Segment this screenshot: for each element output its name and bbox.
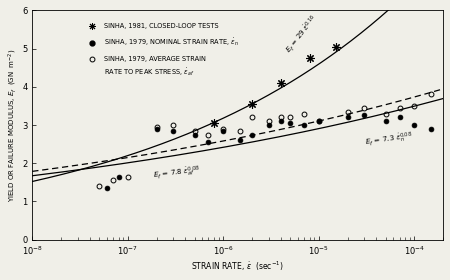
Text: $E_f$ = 7.3 $\dot{\varepsilon}_n^{0.08}$: $E_f$ = 7.3 $\dot{\varepsilon}_n^{0.08}$ bbox=[364, 130, 414, 149]
Text: SINHA, 1981, CLOSED-LOOP TESTS: SINHA, 1981, CLOSED-LOOP TESTS bbox=[104, 24, 219, 29]
Text: SINHA, 1979, AVERAGE STRAIN: SINHA, 1979, AVERAGE STRAIN bbox=[104, 55, 206, 62]
Text: SINHA, 1979, NOMINAL STRAIN RATE, $\dot{\varepsilon}_n$: SINHA, 1979, NOMINAL STRAIN RATE, $\dot{… bbox=[104, 37, 239, 48]
Text: $E_f$ = 7.8 $\dot{\varepsilon}_{af}^{0.08}$: $E_f$ = 7.8 $\dot{\varepsilon}_{af}^{0.0… bbox=[152, 163, 201, 182]
Text: RATE TO PEAK STRESS, $\dot{\varepsilon}_{af}$: RATE TO PEAK STRESS, $\dot{\varepsilon}_… bbox=[104, 66, 194, 78]
X-axis label: STRAIN RATE, $\dot{\varepsilon}$  (sec$^{-1}$): STRAIN RATE, $\dot{\varepsilon}$ (sec$^{… bbox=[191, 260, 284, 273]
Text: $E_f$ = 29 $\dot{\varepsilon}^{0.16}$: $E_f$ = 29 $\dot{\varepsilon}^{0.16}$ bbox=[283, 13, 321, 56]
Y-axis label: YIELD OR FAILURE MODULUS, $E_f$  (GN  m$^{-2}$): YIELD OR FAILURE MODULUS, $E_f$ (GN m$^{… bbox=[7, 48, 19, 202]
